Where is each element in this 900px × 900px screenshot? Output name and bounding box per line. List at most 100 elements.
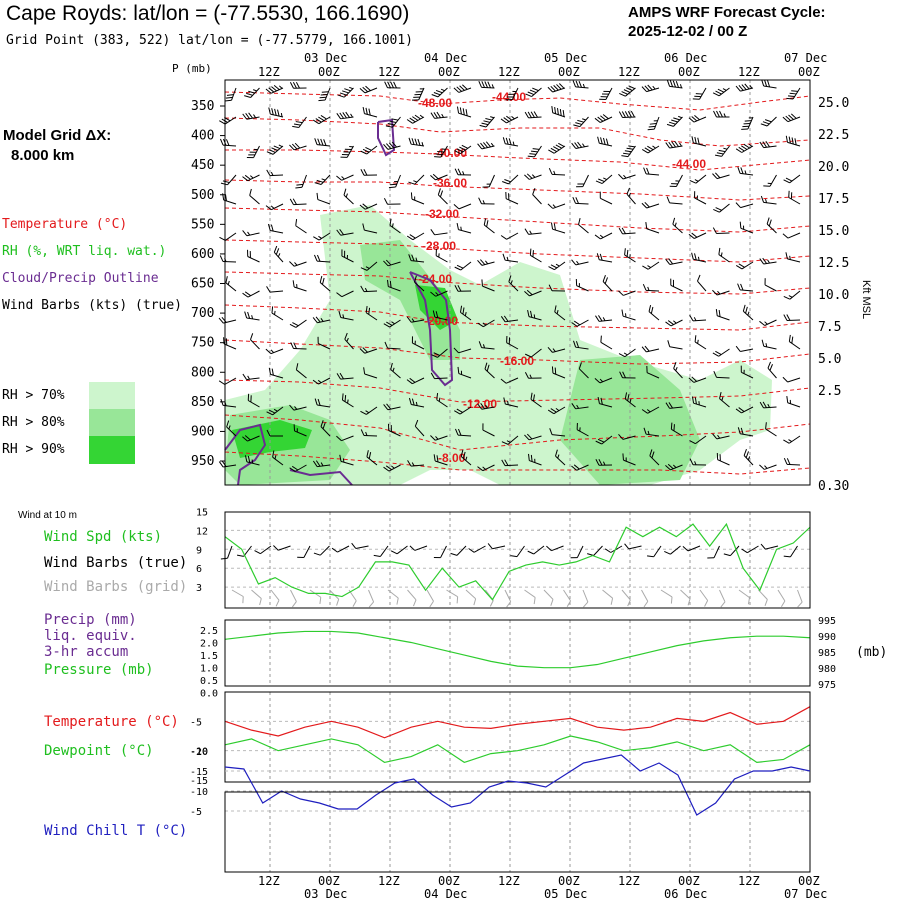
cloud-outline [224, 118, 454, 486]
wind-barb [411, 336, 425, 350]
wind-barb [265, 203, 284, 211]
wind-barb [546, 545, 564, 552]
wind-barb [225, 276, 237, 292]
precip-tick-label: 2.0 [200, 639, 218, 650]
rh-swatch-80 [89, 409, 135, 437]
label-wind-chill: Wind Chill T (°C) [44, 823, 188, 839]
wind-barb [691, 252, 707, 263]
temperature-contour [224, 91, 811, 111]
bottom-hour-label: 00Z [558, 874, 580, 888]
wind-barb [267, 223, 284, 234]
pressure-unit-label: (mb) [856, 645, 887, 660]
wind-barb [266, 286, 284, 293]
wind-barb [510, 545, 525, 558]
wind-barb [408, 254, 425, 263]
wind-barb [595, 315, 613, 322]
wind-barb [236, 545, 252, 557]
label-wind-barbs-grid: Wind Barbs (grid) [44, 579, 188, 595]
wind-barb [688, 115, 707, 123]
wind-barb [312, 377, 331, 385]
wind-barb [594, 232, 613, 240]
cloud-outline-path [289, 469, 353, 486]
wind-barb [646, 365, 660, 379]
wind-barb [406, 114, 425, 124]
wind-barb [595, 458, 613, 466]
wind-barb [360, 261, 378, 271]
wind-barb [719, 392, 730, 408]
wind-barb [219, 116, 237, 125]
wind-barb [712, 348, 730, 357]
temperature-contour [224, 179, 811, 201]
height-tick-label: 10.0 [818, 288, 849, 303]
wind-barb [312, 316, 331, 324]
cloud-outline-path [224, 423, 267, 486]
wind-barb [505, 87, 519, 101]
wind-barb [249, 333, 260, 350]
label-pressure: Pressure (mb) [44, 662, 154, 678]
wind-barb [766, 217, 777, 234]
wind-barb [665, 402, 683, 409]
temperature-contour [224, 414, 811, 451]
wind-barb [643, 427, 660, 437]
wind-barb [665, 463, 683, 471]
wind-barb [336, 290, 354, 298]
bottom-hour-label: 12Z [618, 874, 640, 888]
wind-barb [737, 166, 754, 176]
wind-barb [268, 367, 284, 379]
top-hour-label: 00Z [678, 65, 700, 79]
wind-barb [242, 230, 260, 237]
wind-barb [758, 589, 768, 606]
wind-barb [735, 83, 754, 92]
wind-barb [387, 279, 401, 292]
wind-barb [764, 278, 777, 292]
wind-barb [599, 191, 613, 205]
wind-barb [691, 396, 707, 408]
wind-barb [735, 345, 754, 352]
wind-barb [689, 314, 707, 322]
wind-barb [532, 188, 542, 205]
wind-barb [289, 142, 307, 151]
wind-barb [336, 229, 354, 236]
wind-barb [723, 545, 740, 557]
wind-barb [430, 173, 448, 181]
wind-barb [336, 174, 354, 181]
wind-barb [505, 191, 519, 205]
wind-barb [407, 460, 425, 467]
wind-barb [454, 261, 472, 271]
wind-chill-series [224, 754, 811, 816]
wind-barb [594, 377, 613, 384]
wind-barb [435, 248, 448, 263]
wind-barb [414, 275, 425, 292]
top-date-label: 06 Dec [664, 51, 707, 65]
legend-cloud: Cloud/Precip Outline [2, 271, 159, 286]
wind-barb [571, 319, 589, 327]
rh-90-area [415, 285, 458, 330]
wind-barb [459, 305, 472, 321]
top-date-label: 07 Dec [784, 51, 827, 65]
precip-pressure-frame [224, 619, 811, 687]
wind-barb [689, 458, 707, 466]
wind-barb [624, 543, 642, 550]
wind-barb [504, 589, 512, 608]
wind-barb [714, 145, 730, 157]
wind-barb [765, 422, 777, 437]
wind-barb [571, 403, 589, 410]
cycle-line1: AMPS WRF Forecast Cycle: [628, 4, 826, 21]
wind-barb [713, 370, 730, 379]
wind-barb [621, 145, 636, 158]
wind-barb [220, 545, 233, 560]
wind-barb [739, 221, 754, 234]
top-hour-label: 00Z [798, 65, 820, 79]
wind-barb [595, 174, 613, 184]
wind-barb [578, 362, 589, 379]
wind-barb [694, 335, 707, 350]
wind-barb [348, 589, 357, 607]
wind-barb [329, 589, 340, 606]
bottom-hour-label: 12Z [258, 874, 280, 888]
top-hour-label: 00Z [318, 65, 340, 79]
wind-panel: 15 12 9 6 3 [196, 508, 811, 608]
wind-barb [341, 393, 354, 408]
wind-barb [665, 319, 683, 327]
wind-chill-tick-label: -10 [190, 787, 208, 798]
height-tick-label: 20.0 [818, 160, 849, 175]
